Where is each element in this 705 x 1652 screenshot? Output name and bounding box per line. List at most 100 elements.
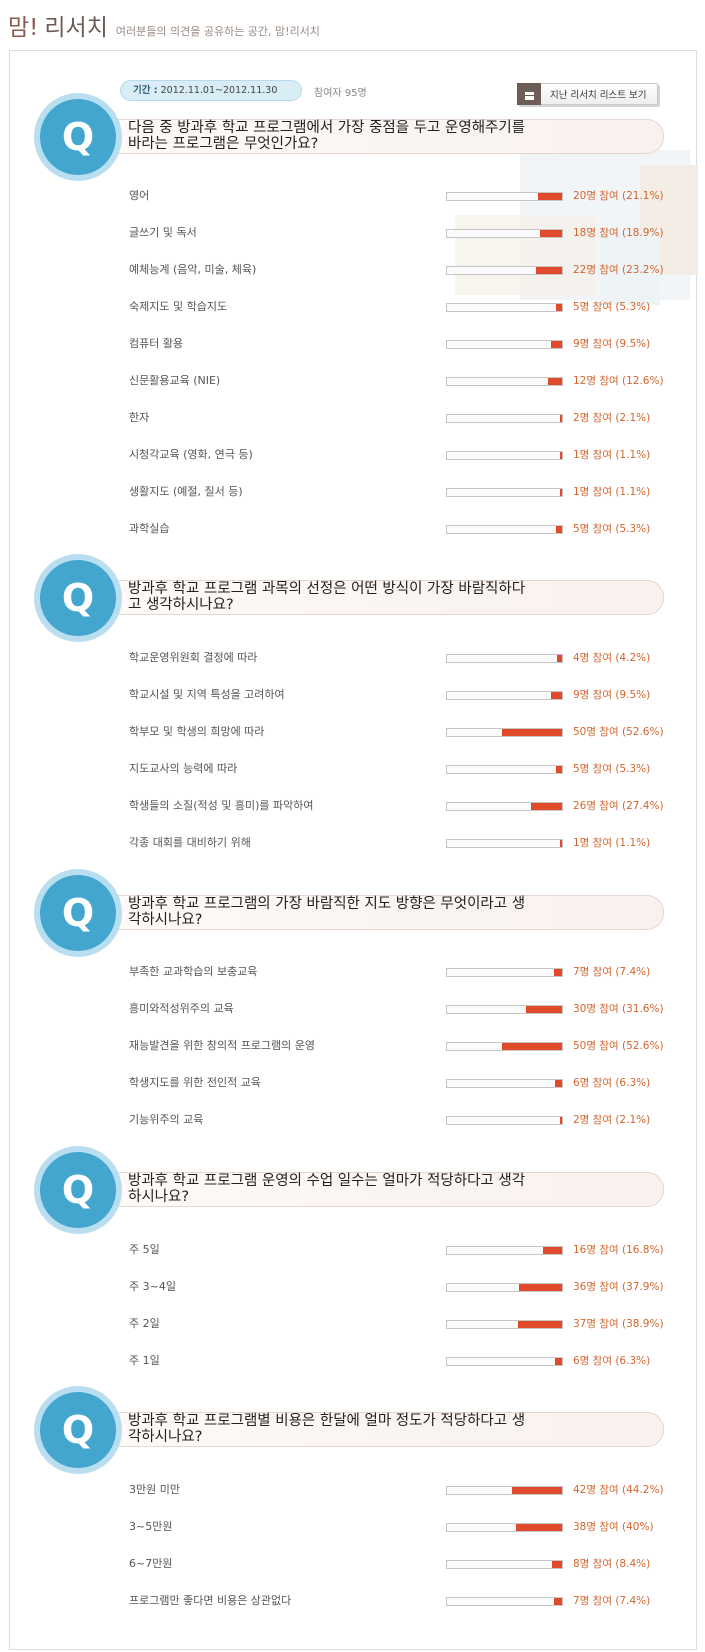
survey-period: 기간 : 2012.11.01~2012.11.30 [120, 80, 302, 101]
question-bubble [82, 1172, 664, 1207]
question-line-1: 방과후 학교 프로그램의 가장 바람직한 지도 방향은 무엇이라고 생 [128, 896, 526, 912]
decorative-block [600, 230, 660, 305]
question-q-icon: Q [40, 875, 116, 951]
result-bar-fill [557, 655, 562, 662]
result-bar [446, 340, 563, 349]
option-label: 예체능계 (음악, 미술, 체육) [129, 263, 257, 276]
option-label: 숙제지도 및 학습지도 [129, 300, 228, 313]
option-result: 22명 참여 (23.2%) [573, 264, 664, 276]
option-label: 학교운영위원회 결정에 따라 [129, 651, 258, 664]
option-result: 16명 참여 (16.8%) [573, 1244, 664, 1256]
period-value: 2012.11.01~2012.11.30 [160, 85, 278, 96]
brand-description: 여러분들의 의견을 공유하는 공간, 맘!리서치 [115, 25, 320, 38]
result-bar [446, 414, 563, 423]
question-q-icon: Q [40, 1152, 116, 1228]
result-bar-fill [543, 1247, 562, 1254]
option-label: 기능위주의 교육 [129, 1113, 204, 1126]
option-label: 흥미와적성위주의 교육 [129, 1002, 234, 1015]
result-bar [446, 765, 563, 774]
result-bar [446, 1116, 563, 1125]
option-label: 6~7만원 [129, 1557, 173, 1570]
option-label: 각종 대회를 대비하기 위해 [129, 836, 251, 849]
result-bar [446, 1486, 563, 1495]
result-bar-fill [556, 766, 562, 773]
option-result: 1명 참여 (1.1%) [573, 449, 651, 461]
option-result: 5명 참여 (5.3%) [573, 763, 651, 775]
option-label: 3만원 미만 [129, 1483, 180, 1496]
result-bar-fill [548, 378, 562, 385]
result-bar-fill [519, 1284, 562, 1291]
result-bar-fill [516, 1524, 562, 1531]
question-text: 방과후 학교 프로그램 과목의 선정은 어떤 방식이 가장 바람직하다 고 생각하… [128, 581, 525, 613]
question-line-2: 하시나요? [128, 1189, 190, 1205]
question-line-2: 바라는 프로그램은 무엇인가요? [128, 136, 319, 152]
option-result: 6명 참여 (6.3%) [573, 1077, 651, 1089]
option-result: 50명 참여 (52.6%) [573, 1040, 664, 1052]
option-result: 6명 참여 (6.3%) [573, 1355, 651, 1367]
result-bar-fill [552, 1561, 562, 1568]
option-label: 주 5일 [129, 1243, 160, 1256]
result-bar-fill [531, 803, 562, 810]
option-result: 2명 참여 (2.1%) [573, 412, 651, 424]
result-bar [446, 802, 563, 811]
option-label: 시청각교육 (영화, 연극 등) [129, 448, 253, 461]
question-bubble [82, 119, 664, 154]
option-result: 30명 참여 (31.6%) [573, 1003, 664, 1015]
option-result: 7명 참여 (7.4%) [573, 966, 651, 978]
question-q-icon: Q [40, 1392, 116, 1468]
result-bar [446, 839, 563, 848]
option-result: 9명 참여 (9.5%) [573, 689, 651, 701]
result-bar [446, 1283, 563, 1292]
result-bar [446, 1560, 563, 1569]
option-result: 5명 참여 (5.3%) [573, 523, 651, 535]
option-label: 주 1일 [129, 1354, 160, 1367]
page-header: 맘! 리서치 여러분들의 의견을 공유하는 공간, 맘!리서치 [8, 8, 320, 41]
participant-count: 참여자 95명 [314, 88, 367, 99]
result-bar [446, 266, 563, 275]
option-label: 재능발견을 위한 창의적 프로그램의 운영 [129, 1039, 316, 1052]
result-bar [446, 451, 563, 460]
result-bar-fill [526, 1006, 562, 1013]
question-bubble [82, 580, 664, 615]
question-bubble [82, 1412, 664, 1447]
option-label: 신문활용교육 (NIE) [129, 374, 221, 387]
option-result: 12명 참여 (12.6%) [573, 375, 664, 387]
result-bar-fill [554, 969, 562, 976]
past-research-list-label: 지난 리서치 리스트 보기 [550, 90, 647, 101]
option-result: 1명 참여 (1.1%) [573, 837, 651, 849]
past-research-list-button[interactable]: 지난 리서치 리스트 보기 [517, 83, 658, 105]
result-bar-fill [540, 230, 562, 237]
result-bar [446, 1005, 563, 1014]
result-bar-fill [555, 1358, 562, 1365]
question-q-icon: Q [40, 560, 116, 636]
period-label: 기간 : [133, 85, 158, 96]
option-result: 9명 참여 (9.5%) [573, 338, 651, 350]
question-line-1: 방과후 학교 프로그램별 비용은 한달에 얼마 정도가 적당하다고 생 [128, 1413, 526, 1429]
question-text: 방과후 학교 프로그램별 비용은 한달에 얼마 정도가 적당하다고 생 각하시나요… [128, 1413, 525, 1445]
brand-research-title: 리서치 [44, 15, 108, 41]
option-result: 1명 참여 (1.1%) [573, 486, 651, 498]
option-label: 주 3~4일 [129, 1280, 176, 1293]
result-bar [446, 728, 563, 737]
decorative-block [455, 215, 595, 295]
option-label: 영어 [129, 189, 150, 202]
question-text: 방과후 학교 프로그램의 가장 바람직한 지도 방향은 무엇이라고 생 각하시나요… [128, 896, 525, 928]
result-bar-fill [502, 729, 562, 736]
option-label: 학부모 및 학생의 희망에 따라 [129, 725, 265, 738]
option-label: 글쓰기 및 독서 [129, 226, 197, 239]
result-bar [446, 1246, 563, 1255]
result-bar [446, 1597, 563, 1606]
result-bar-fill [560, 1117, 562, 1124]
result-bar [446, 192, 563, 201]
question-line-2: 각하시나요? [128, 1429, 203, 1445]
option-label: 주 2일 [129, 1317, 160, 1330]
question-line-1: 방과후 학교 프로그램 운영의 수업 일수는 얼마가 적당하다고 생각 [128, 1173, 526, 1189]
question-line-2: 고 생각하시나요? [128, 597, 234, 613]
question-line-2: 각하시나요? [128, 912, 203, 928]
result-bar [446, 1042, 563, 1051]
option-result: 38명 참여 (40%) [573, 1521, 654, 1533]
list-icon [517, 83, 541, 105]
option-result: 50명 참여 (52.6%) [573, 726, 664, 738]
result-bar [446, 1357, 563, 1366]
